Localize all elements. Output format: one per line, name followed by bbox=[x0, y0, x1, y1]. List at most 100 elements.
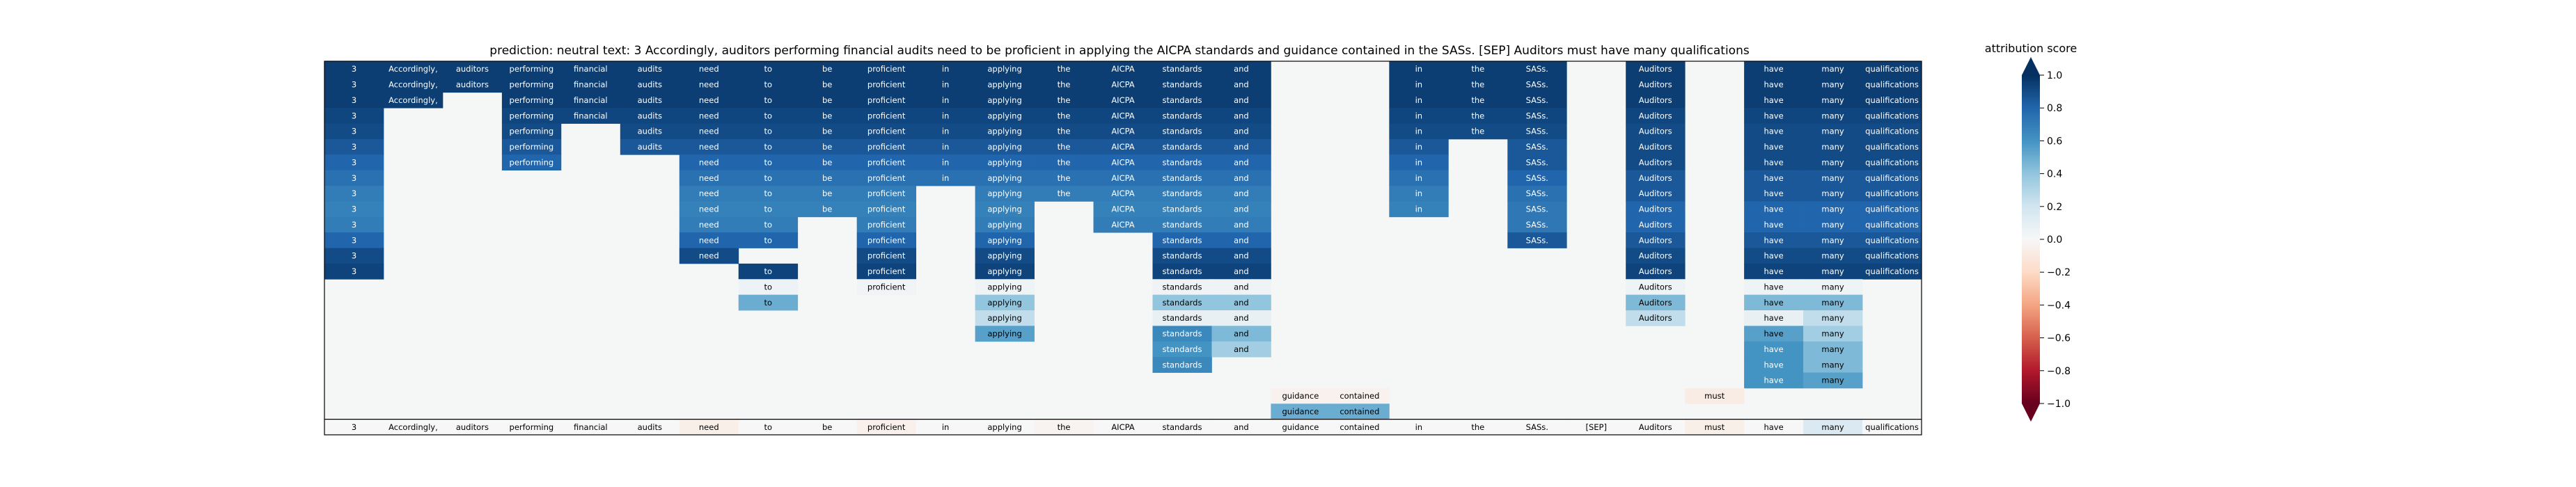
cell-token-label: qualifications bbox=[1865, 220, 1919, 230]
heatmap-cell bbox=[797, 77, 858, 93]
cell-token-label: Auditors bbox=[1639, 251, 1672, 261]
cell-token-label: have bbox=[1764, 142, 1783, 152]
cell-token-label: qualifications bbox=[1865, 157, 1919, 167]
cell-token-label: Auditors bbox=[1639, 266, 1672, 276]
heatmap-cell bbox=[1744, 419, 1804, 436]
heatmap-cell bbox=[1211, 232, 1271, 248]
cell-token-label: standards bbox=[1162, 298, 1202, 308]
heatmap-cell bbox=[1211, 279, 1271, 296]
chart-title: prediction: neutral text: 3 Accordingly,… bbox=[489, 44, 1750, 58]
heatmap-cell bbox=[1211, 92, 1271, 109]
cell-token-label: Auditors bbox=[1639, 142, 1672, 152]
cell-token-label: have bbox=[1764, 360, 1783, 369]
heatmap-cell bbox=[1389, 419, 1449, 436]
cell-token-label: 3 bbox=[352, 173, 356, 183]
cell-token-label: financial bbox=[574, 64, 608, 74]
cell-token-label: Auditors bbox=[1639, 220, 1672, 230]
heatmap-cell bbox=[1507, 170, 1567, 186]
cell-token-label: have bbox=[1764, 344, 1783, 354]
cell-token-label: have bbox=[1764, 266, 1783, 276]
heatmap-cell bbox=[324, 154, 384, 171]
heatmap: 3 Accordingly, auditors performing financial… bbox=[324, 61, 1922, 436]
heatmap-cell bbox=[738, 138, 799, 155]
cell-token-label: contained bbox=[1340, 406, 1379, 416]
cell-token-label: 3 bbox=[352, 422, 356, 432]
cell-token-label: standards bbox=[1162, 313, 1202, 323]
cell-token-label: proficient bbox=[867, 422, 906, 432]
heatmap-cell bbox=[1034, 170, 1094, 186]
heatmap-cell bbox=[1093, 170, 1153, 186]
cell-token-label: many bbox=[1821, 329, 1844, 339]
cell-token-label: many bbox=[1821, 142, 1844, 152]
heatmap-cell bbox=[1744, 232, 1804, 248]
cell-token-label: standards bbox=[1162, 173, 1202, 183]
cell-token-label: Auditors bbox=[1639, 205, 1672, 214]
cell-token-label: Accordingly, bbox=[388, 80, 438, 90]
heatmap-cell bbox=[324, 61, 384, 77]
heatmap-cell bbox=[1034, 419, 1094, 436]
heatmap-cell bbox=[738, 263, 799, 280]
cell-token-label: be bbox=[822, 157, 832, 167]
heatmap-cell bbox=[856, 170, 917, 186]
heatmap-cell bbox=[1211, 310, 1271, 326]
heatmap-cell bbox=[1507, 216, 1567, 233]
cell-token-label: standards bbox=[1162, 64, 1202, 74]
cell-token-label: audits bbox=[638, 95, 662, 105]
cell-token-label: need bbox=[699, 64, 719, 74]
cell-token-label: many bbox=[1821, 95, 1844, 105]
colorbar-tick-label: −0.2 bbox=[2047, 267, 2071, 278]
cell-token-label: and bbox=[1234, 173, 1249, 183]
heatmap-cell bbox=[1862, 248, 1922, 264]
cell-token-label: standards bbox=[1162, 360, 1202, 369]
cell-token-label: financial bbox=[574, 80, 608, 90]
cell-token-label: to bbox=[764, 282, 772, 292]
heatmap-cell bbox=[679, 123, 739, 140]
heatmap-cell bbox=[1862, 216, 1922, 233]
cell-token-label: the bbox=[1471, 80, 1484, 90]
cell-token-label: standards bbox=[1162, 95, 1202, 105]
cell-token-label: applying bbox=[987, 282, 1021, 292]
cell-token-label: Auditors bbox=[1639, 235, 1672, 245]
cell-token-label: and bbox=[1234, 157, 1249, 167]
heatmap-cell bbox=[383, 61, 443, 77]
cell-token-label: need bbox=[699, 251, 719, 261]
heatmap-cell bbox=[975, 310, 1035, 326]
cell-token-label: SASs. bbox=[1526, 95, 1548, 105]
cell-token-label: guidance bbox=[1282, 406, 1319, 416]
cell-token-label: proficient bbox=[867, 251, 906, 261]
cell-token-label: qualifications bbox=[1865, 266, 1919, 276]
heatmap-cell bbox=[324, 186, 384, 202]
cell-token-label: audits bbox=[638, 142, 662, 152]
heatmap-cell bbox=[738, 279, 799, 296]
colorbar-tick-label: 0.8 bbox=[2047, 103, 2062, 114]
heatmap-cell bbox=[1034, 138, 1094, 155]
cell-token-label: applying bbox=[987, 142, 1021, 152]
heatmap-cell bbox=[1626, 248, 1686, 264]
cell-token-label: SASs. bbox=[1526, 205, 1548, 214]
heatmap-cell bbox=[1211, 138, 1271, 155]
cell-token-label: the bbox=[1471, 95, 1484, 105]
heatmap-cell bbox=[856, 108, 917, 124]
cell-token-label: SASs. bbox=[1526, 111, 1548, 120]
heatmap-cell bbox=[1034, 154, 1094, 171]
heatmap-cell bbox=[442, 61, 503, 77]
heatmap-cell bbox=[797, 61, 858, 77]
cell-token-label: in bbox=[1415, 127, 1422, 136]
colorbar-gradient bbox=[2022, 75, 2040, 404]
cell-token-label: standards bbox=[1162, 282, 1202, 292]
heatmap-cell bbox=[1034, 108, 1094, 124]
heatmap-cell bbox=[1507, 154, 1567, 171]
cell-token-label: need bbox=[699, 157, 719, 167]
heatmap-cell bbox=[1685, 419, 1745, 436]
heatmap-cell bbox=[1626, 61, 1686, 77]
heatmap-cell bbox=[679, 419, 739, 436]
heatmap-cell bbox=[324, 232, 384, 248]
heatmap-cell bbox=[1626, 92, 1686, 109]
cell-token-label: and bbox=[1234, 64, 1249, 74]
heatmap-cell bbox=[738, 77, 799, 93]
cell-token-label: audits bbox=[638, 64, 662, 74]
heatmap-cell bbox=[560, 92, 621, 109]
heatmap-cell bbox=[1507, 138, 1567, 155]
cell-token-label: performing bbox=[510, 111, 554, 120]
heatmap-cell bbox=[975, 154, 1035, 171]
